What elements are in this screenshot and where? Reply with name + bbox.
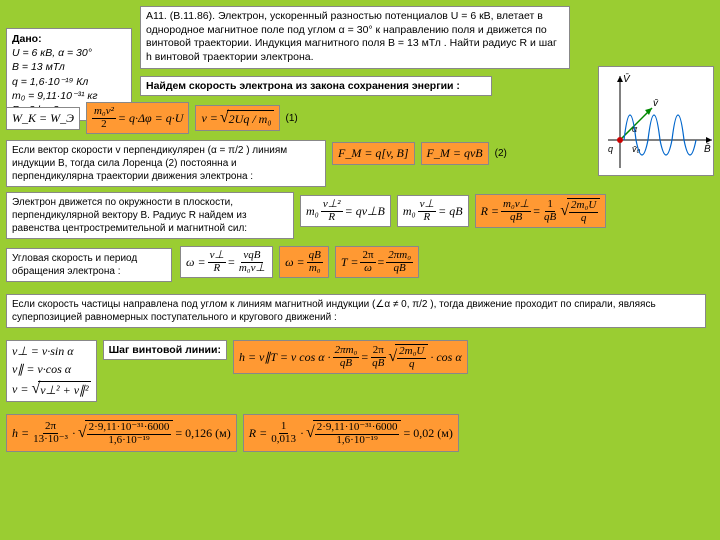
omega-eq-row: ω = v⊥R = vqBm₀v⊥ ω = qBm₀ T = 2πω = 2πm…: [180, 246, 419, 278]
energy-eq-row: W_K = W_Э m₀v²2 = q·Δφ = q·U v = 2Uq / m…: [6, 102, 298, 134]
spiral-text: Если скорость частицы направлена под угл…: [6, 294, 706, 328]
eq-period: T = 2πω = 2πm₀qB: [335, 246, 419, 278]
eq-centripetal-1: m₀ v⊥²R = qv⊥B: [300, 195, 391, 227]
svg-text:B̄: B̄: [704, 142, 711, 155]
find-velocity-box: Найдем скорость электрона из закона сохр…: [140, 76, 492, 96]
eq-lorentz-vec: F_M = q[v, B]: [332, 142, 415, 165]
eq-label-1: (1): [286, 113, 298, 124]
radius-text: Электрон движется по окружности в плоско…: [6, 192, 294, 239]
helix-svg: V̄ v̄ B̄ q v̄₀ α: [604, 70, 716, 176]
find-v-text: Найдем скорость электрона из закона сохр…: [146, 80, 460, 92]
helix-diagram: V̄ v̄ B̄ q v̄₀ α: [598, 66, 714, 176]
lorentz-text: Если вектор скорости v перпендикулярен (…: [6, 140, 326, 187]
given-l4: m₀ = 9,11·10⁻³¹ кг: [12, 90, 98, 102]
given-l3: q = 1,6·10⁻¹⁹ Кл: [12, 76, 88, 88]
eq-r-numeric: R = 10,013 · 2·9,11·10⁻³¹·60001,6·10⁻¹⁹ …: [243, 414, 459, 452]
eq-velocity: v = 2Uq / m₀: [195, 105, 279, 131]
problem-box: А11. (В.11.86). Электрон, ускоренный раз…: [140, 6, 570, 69]
svg-text:q: q: [608, 144, 613, 154]
radius-eq-row: m₀ v⊥²R = qv⊥B m₀ v⊥R = qB R = m₀v⊥qB = …: [300, 194, 606, 228]
eq-lorentz-mag: F_M = qvB: [421, 142, 489, 165]
lorentz-eq-row: F_M = q[v, B] F_M = qvB (2): [332, 142, 507, 165]
numeric-row: h = 2π13·10⁻³ · 2·9,11·10⁻³¹·60001,6·10⁻…: [6, 414, 459, 452]
pitch-label: Шаг винтовой линии:: [103, 340, 227, 360]
eq-omega-2: ω = qBm₀: [279, 246, 329, 278]
eq-omega-1: ω = v⊥R = vqBm₀v⊥: [180, 246, 273, 278]
svg-text:V̄: V̄: [623, 72, 631, 85]
problem-text: А11. (В.11.86). Электрон, ускоренный раз…: [146, 10, 557, 63]
components-row: v⊥ = v·sin α v∥ = v·cos α v = v⊥² + v∥² …: [6, 340, 468, 402]
eq-wk-we: W_K = W_Э: [6, 107, 80, 130]
eq-centripetal-2: m₀ v⊥R = qB: [397, 195, 469, 227]
eq-v-components: v⊥ = v·sin α v∥ = v·cos α v = v⊥² + v∥²: [6, 340, 97, 402]
eq-h-numeric: h = 2π13·10⁻³ · 2·9,11·10⁻³¹·60001,6·10⁻…: [6, 414, 237, 452]
eq-kinetic: m₀v²2 = q·Δφ = q·U: [86, 102, 190, 134]
omega-text: Угловая скорость и период обращения элек…: [6, 248, 172, 282]
eq-label-2: (2): [495, 148, 507, 159]
given-title: Дано:: [12, 33, 42, 45]
given-l2: B = 13 мТл: [12, 61, 65, 73]
svg-text:v̄: v̄: [653, 98, 659, 109]
eq-pitch: h = v∥T = v cos α · 2πm₀qB = 2πqB 2m₀Uq …: [233, 340, 468, 374]
given-l1: U = 6 кВ, α = 30°: [12, 47, 92, 59]
eq-radius: R = m₀v⊥qB = 1qB 2m₀Uq: [475, 194, 607, 228]
